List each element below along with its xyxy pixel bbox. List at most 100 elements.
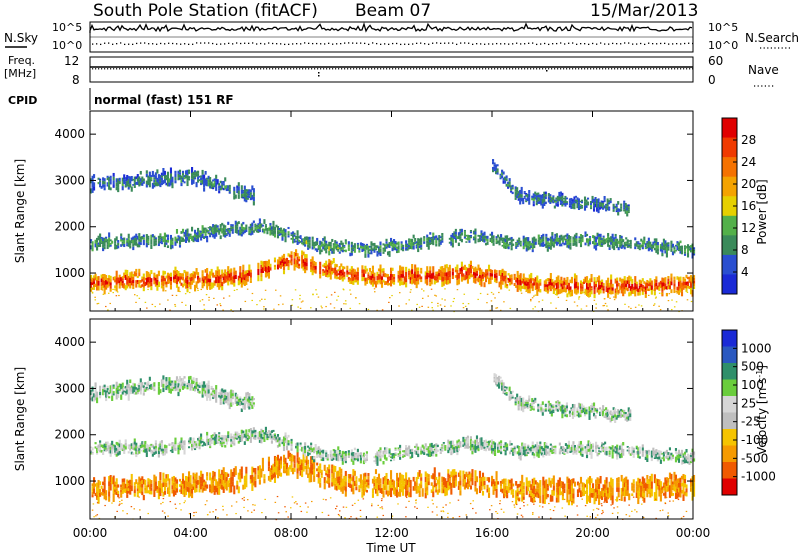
heatmap-cell <box>120 238 123 242</box>
heatmap-cell <box>581 291 584 294</box>
heatmap-cell <box>184 480 188 486</box>
heatmap-cell <box>614 241 617 244</box>
heatmap-cell <box>391 247 394 252</box>
nave-point <box>509 68 511 70</box>
heatmap-cell <box>522 245 525 250</box>
heatmap-cell <box>94 446 97 449</box>
nave-point <box>185 68 187 70</box>
heatmap-cell <box>91 291 94 293</box>
nsky-trace <box>89 21 693 33</box>
heatmap-cell <box>206 288 208 290</box>
heatmap-cell <box>108 176 111 182</box>
heatmap-cell <box>555 492 558 498</box>
heatmap-cell <box>478 235 482 238</box>
heatmap-cell <box>659 487 662 495</box>
heatmap-cell <box>662 244 665 248</box>
heatmap-cell <box>367 308 370 311</box>
heatmap-cell <box>108 481 111 487</box>
heatmap-cell <box>343 276 346 280</box>
heatmap-cell <box>105 447 108 450</box>
heatmap-cell <box>90 247 93 250</box>
heatmap-cell <box>144 479 147 483</box>
heatmap-cell <box>673 276 676 280</box>
heatmap-cell <box>298 263 301 267</box>
heatmap-cell <box>676 243 679 246</box>
heatmap-cell <box>525 237 528 241</box>
heatmap-cell <box>531 240 534 244</box>
heatmap-cell <box>584 242 587 246</box>
heatmap-cell <box>302 453 305 463</box>
nave-point <box>470 68 472 70</box>
heatmap-cell <box>400 266 403 271</box>
heatmap-cell <box>177 177 180 181</box>
heatmap-cell <box>504 180 507 184</box>
heatmap-cell <box>108 476 111 482</box>
heatmap-cell <box>135 479 138 484</box>
heatmap-cell <box>115 186 118 191</box>
heatmap-cell <box>234 224 237 229</box>
heatmap-cell <box>270 470 274 475</box>
heatmap-cell <box>100 449 103 453</box>
heatmap-cell <box>598 489 601 495</box>
heatmap-cell <box>133 294 136 296</box>
heatmap-cell <box>185 304 187 306</box>
nsearch-point <box>128 43 130 45</box>
heatmap-cell <box>301 470 304 474</box>
heatmap-cell <box>379 488 382 493</box>
heatmap-cell <box>658 479 661 486</box>
heatmap-cell <box>530 298 532 301</box>
heatmap-cell <box>325 250 328 254</box>
heatmap-cell <box>94 277 97 281</box>
heatmap-cell <box>391 240 394 245</box>
heatmap-cell <box>670 289 673 294</box>
heatmap-cell <box>674 480 678 487</box>
heatmap-cell <box>352 469 355 476</box>
heatmap-cell <box>323 483 326 490</box>
nsearch-point <box>596 43 598 45</box>
heatmap-cell <box>508 178 511 182</box>
heatmap-cell <box>539 279 542 283</box>
heatmap-cell <box>442 477 445 482</box>
heatmap-cell <box>141 235 144 240</box>
heatmap-cell <box>186 476 189 482</box>
heatmap-cell <box>634 306 637 308</box>
heatmap-cell <box>310 259 313 262</box>
heatmap-cell <box>374 291 376 293</box>
heatmap-cell <box>507 246 510 250</box>
heatmap-cell <box>222 480 225 487</box>
heatmap-cell <box>457 273 460 279</box>
heatmap-cell <box>133 176 136 180</box>
heatmap-cell <box>147 448 150 452</box>
heatmap-cell <box>100 282 103 287</box>
heatmap-cell <box>218 477 221 487</box>
heatmap-cell <box>325 472 328 476</box>
heatmap-cell <box>415 476 418 483</box>
heatmap-cell <box>361 277 364 282</box>
heatmap-cell <box>474 228 477 232</box>
heatmap-cell <box>661 486 664 490</box>
heatmap-cell <box>163 237 166 243</box>
heatmap-cell <box>682 276 685 282</box>
heatmap-cell <box>121 280 124 284</box>
nsearch-point <box>624 42 626 44</box>
heatmap-cell <box>147 243 150 246</box>
heatmap-cell <box>203 187 206 192</box>
heatmap-cell <box>515 241 518 244</box>
heatmap-cell <box>373 272 376 277</box>
heatmap-cell <box>213 182 216 186</box>
heatmap-cell <box>108 445 111 450</box>
heatmap-cell <box>153 276 156 281</box>
heatmap-cell <box>676 493 679 499</box>
heatmap-cell <box>517 193 520 196</box>
nave-point <box>365 68 367 70</box>
nave-point <box>656 68 658 70</box>
heatmap-cell <box>195 484 198 489</box>
heatmap-cell <box>305 240 308 245</box>
heatmap-cell <box>426 482 429 487</box>
heatmap-cell <box>115 178 118 183</box>
heatmap-cell <box>683 479 687 484</box>
heatmap-cell <box>269 233 272 236</box>
heatmap-cell <box>539 495 542 504</box>
heatmap-cell <box>576 202 579 206</box>
heatmap-cell <box>493 169 496 172</box>
